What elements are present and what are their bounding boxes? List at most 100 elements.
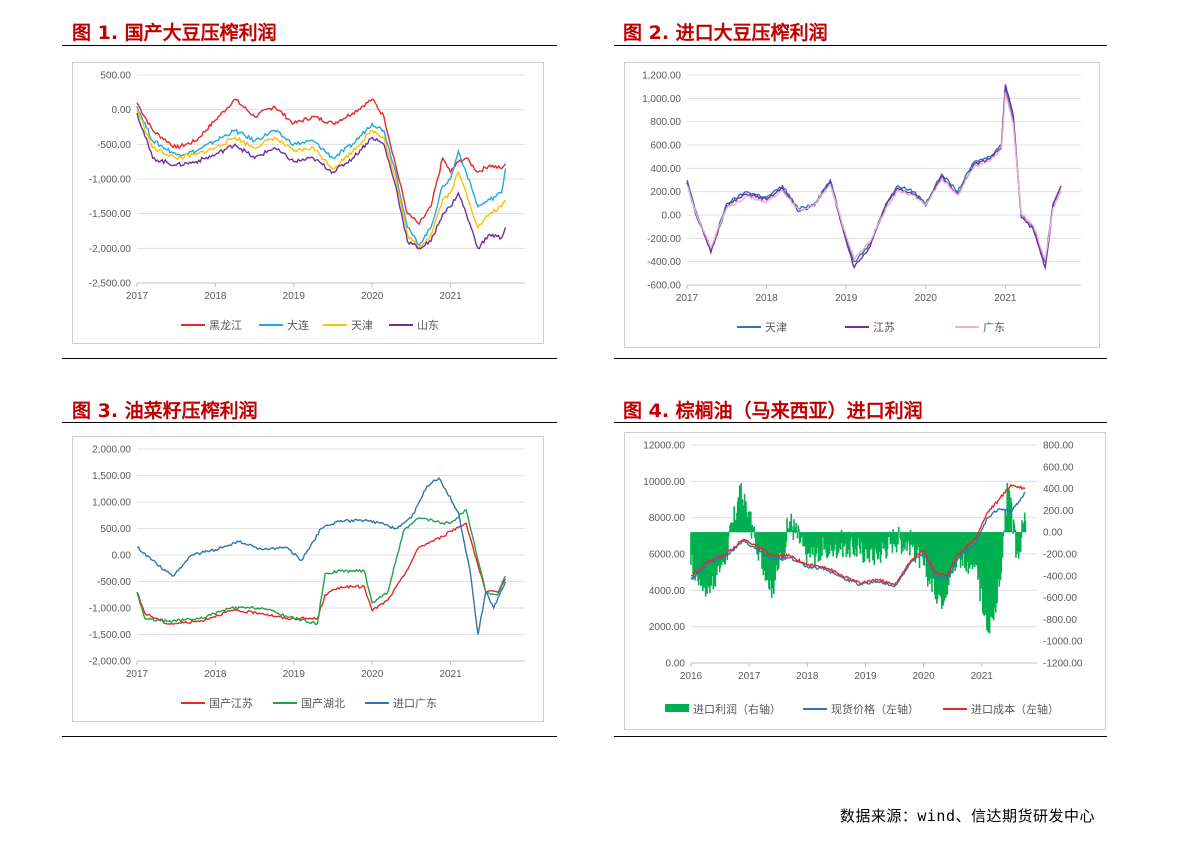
y-tick-label: 0.00	[112, 551, 132, 562]
y-tick-label: 6000.00	[649, 550, 686, 561]
y-tick-label: 500.00	[100, 71, 131, 82]
y-right-tick-label: 200.00	[1043, 506, 1074, 517]
x-tick-label: 2017	[738, 671, 761, 682]
series-line-4	[136, 112, 507, 250]
y-tick-label: 10000.00	[643, 477, 685, 488]
x-tick-label: 2021	[439, 669, 462, 680]
legend-label: 天津	[765, 321, 787, 334]
x-tick-label: 2021	[994, 293, 1017, 304]
legend-label: 进口利润（右轴）	[693, 702, 781, 716]
bar	[888, 531, 891, 533]
chart-1: 500.00 0.00 -500.00 -1,000.00 -1,500.00 -2,00…	[72, 62, 544, 344]
chart-3: 2,000.00 1,500.00 1,000.00 500.00 0.00 -500.0…	[72, 436, 544, 722]
y-tick-label: 1,000.00	[92, 498, 131, 509]
bar	[911, 532, 914, 547]
series-line-2	[690, 491, 1026, 588]
bar	[798, 528, 800, 533]
bar	[795, 522, 797, 533]
x-tick-label: 2018	[796, 671, 819, 682]
y-tick-label: -500.00	[97, 140, 131, 151]
bar	[1021, 520, 1023, 533]
y-right-tick-label: 0.00	[1043, 528, 1063, 539]
bar	[790, 513, 793, 533]
y-tick-label: 800.00	[650, 117, 681, 128]
y-tick-label: 600.00	[650, 141, 681, 152]
bar	[817, 532, 820, 562]
y-tick-label: -1,500.00	[89, 209, 132, 220]
y-tick-label: 2,000.00	[92, 445, 131, 456]
y-right-tick-label: -600.00	[1043, 593, 1077, 604]
legend-label: 黑龙江	[209, 319, 242, 332]
bar	[856, 532, 859, 546]
bar	[752, 527, 754, 533]
bar	[892, 529, 894, 533]
bar	[1024, 521, 1027, 533]
y-tick-label: -500.00	[97, 577, 131, 588]
y-tick-label: -2,000.00	[89, 244, 132, 255]
series-line-3	[137, 477, 507, 635]
bar	[785, 532, 788, 542]
x-tick-label: 2020	[915, 293, 938, 304]
y-tick-label: 0.00	[662, 211, 682, 222]
series-line-2	[136, 508, 507, 626]
bottom-rule	[62, 736, 557, 737]
y-right-tick-label: -400.00	[1043, 571, 1077, 582]
bar	[782, 532, 784, 561]
bar	[849, 532, 851, 558]
bar	[714, 532, 717, 587]
bar	[897, 526, 900, 533]
series-line-3	[136, 109, 506, 250]
y-tick-label: 500.00	[100, 524, 131, 535]
bar	[746, 517, 749, 533]
legend-label: 广东	[983, 321, 1005, 334]
bar	[909, 529, 912, 533]
y-tick-label: 8000.00	[649, 513, 686, 524]
bar	[850, 532, 853, 538]
chart-svg: 2,000.00 1,500.00 1,000.00 500.00 0.00 -500.0…	[89, 445, 525, 710]
bar	[750, 511, 752, 533]
bar	[727, 532, 729, 554]
x-tick-label: 2019	[854, 671, 877, 682]
title-rule	[614, 45, 1107, 46]
series-line-2	[136, 106, 507, 246]
bar	[733, 506, 735, 533]
chart-2: 1,200.00 1,000.00 800.00 600.00 400.00 200.00…	[624, 62, 1100, 348]
bar	[815, 532, 818, 554]
data-source-note: 数据来源：wind、信达期货研发中心	[839, 807, 1095, 825]
bar	[750, 532, 753, 539]
bar	[1013, 524, 1016, 533]
bar	[880, 532, 883, 555]
bar	[796, 532, 799, 539]
bar	[847, 532, 850, 550]
bar	[756, 532, 758, 555]
bar	[793, 519, 795, 533]
bar	[812, 532, 814, 556]
y-tick-label: -200.00	[647, 234, 681, 245]
bar	[968, 532, 971, 569]
bar	[839, 532, 842, 550]
legend-swatch	[665, 704, 689, 712]
x-tick-label: 2021	[971, 671, 994, 682]
legend-label: 国产湖北	[301, 696, 345, 710]
y-tick-label: 200.00	[650, 187, 681, 198]
bar	[842, 532, 844, 558]
y-tick-label: 2000.00	[649, 622, 686, 633]
x-tick-label: 2020	[912, 671, 935, 682]
figure-4-title: 图 4. 棕榈油（马来西亚）进口利润	[623, 400, 923, 422]
bar	[918, 532, 921, 569]
bar	[1002, 532, 1005, 537]
bar	[792, 532, 795, 541]
chart-svg: 1,200.00 1,000.00 800.00 600.00 400.00 200.00…	[642, 71, 1081, 334]
x-tick-label: 2017	[126, 291, 149, 302]
bar	[826, 532, 828, 559]
y-right-tick-label: -800.00	[1043, 615, 1077, 626]
y-tick-label: 1,200.00	[642, 71, 681, 82]
bar	[791, 530, 794, 533]
bar	[891, 532, 894, 553]
x-tick-label: 2018	[204, 669, 227, 680]
x-tick-label: 2019	[283, 291, 306, 302]
bar	[828, 532, 831, 554]
bar	[748, 511, 751, 533]
y-tick-label: 0.00	[112, 105, 132, 116]
bar	[756, 531, 759, 533]
